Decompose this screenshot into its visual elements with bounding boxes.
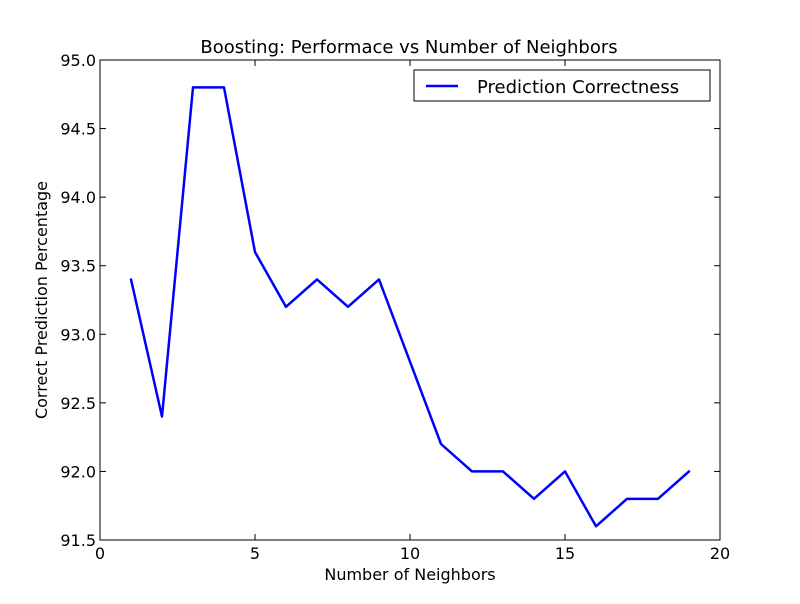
x-tick-label: 10	[400, 544, 420, 563]
x-axis-ticks: 0 5 10 15 20	[95, 60, 730, 563]
y-tick-label: 95.0	[60, 51, 96, 70]
y-tick-label: 91.5	[60, 531, 96, 550]
y-tick-label: 92.5	[60, 394, 96, 413]
series-line	[129, 86, 691, 528]
legend-box	[413, 69, 711, 102]
x-tick-label: 20	[710, 544, 730, 563]
y-tick-label: 92.0	[60, 462, 96, 481]
y-axis-ticks: 91.5 92.0 92.5 93.0 93.5 94.0 94.5 95.0	[60, 51, 720, 550]
legend-label: Prediction Correctness	[477, 77, 679, 98]
plot-area: 0 5 10 15 20 91.5 92.0 92.5 93.0 93.5 94.0 94.5 95.…	[60, 51, 730, 563]
x-tick-label: 0	[95, 544, 105, 563]
series-layer	[129, 86, 691, 528]
y-tick-label: 93.5	[60, 257, 96, 276]
chart-title: Boosting: Performace vs Number of Neighb…	[200, 37, 617, 58]
y-axis-label: Correct Prediction Percentage	[32, 181, 51, 419]
y-tick-label: 94.5	[60, 120, 96, 139]
x-tick-label: 15	[555, 544, 575, 563]
x-tick-label: 5	[250, 544, 260, 563]
y-tick-label: 94.0	[60, 188, 96, 207]
y-tick-label: 93.0	[60, 325, 96, 344]
x-axis-label: Number of Neighbors	[324, 565, 495, 584]
plot-frame	[99, 59, 721, 541]
legend: Prediction Correctness	[413, 69, 711, 102]
